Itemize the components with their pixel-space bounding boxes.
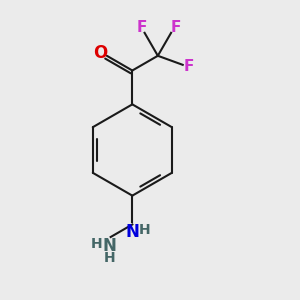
Text: F: F <box>184 59 194 74</box>
Text: H: H <box>103 251 115 265</box>
Text: H: H <box>139 223 151 237</box>
Text: O: O <box>93 44 107 62</box>
Text: F: F <box>137 20 147 35</box>
Text: N: N <box>102 237 116 255</box>
Text: F: F <box>171 20 181 35</box>
Text: N: N <box>125 223 139 241</box>
Text: H: H <box>91 237 102 251</box>
